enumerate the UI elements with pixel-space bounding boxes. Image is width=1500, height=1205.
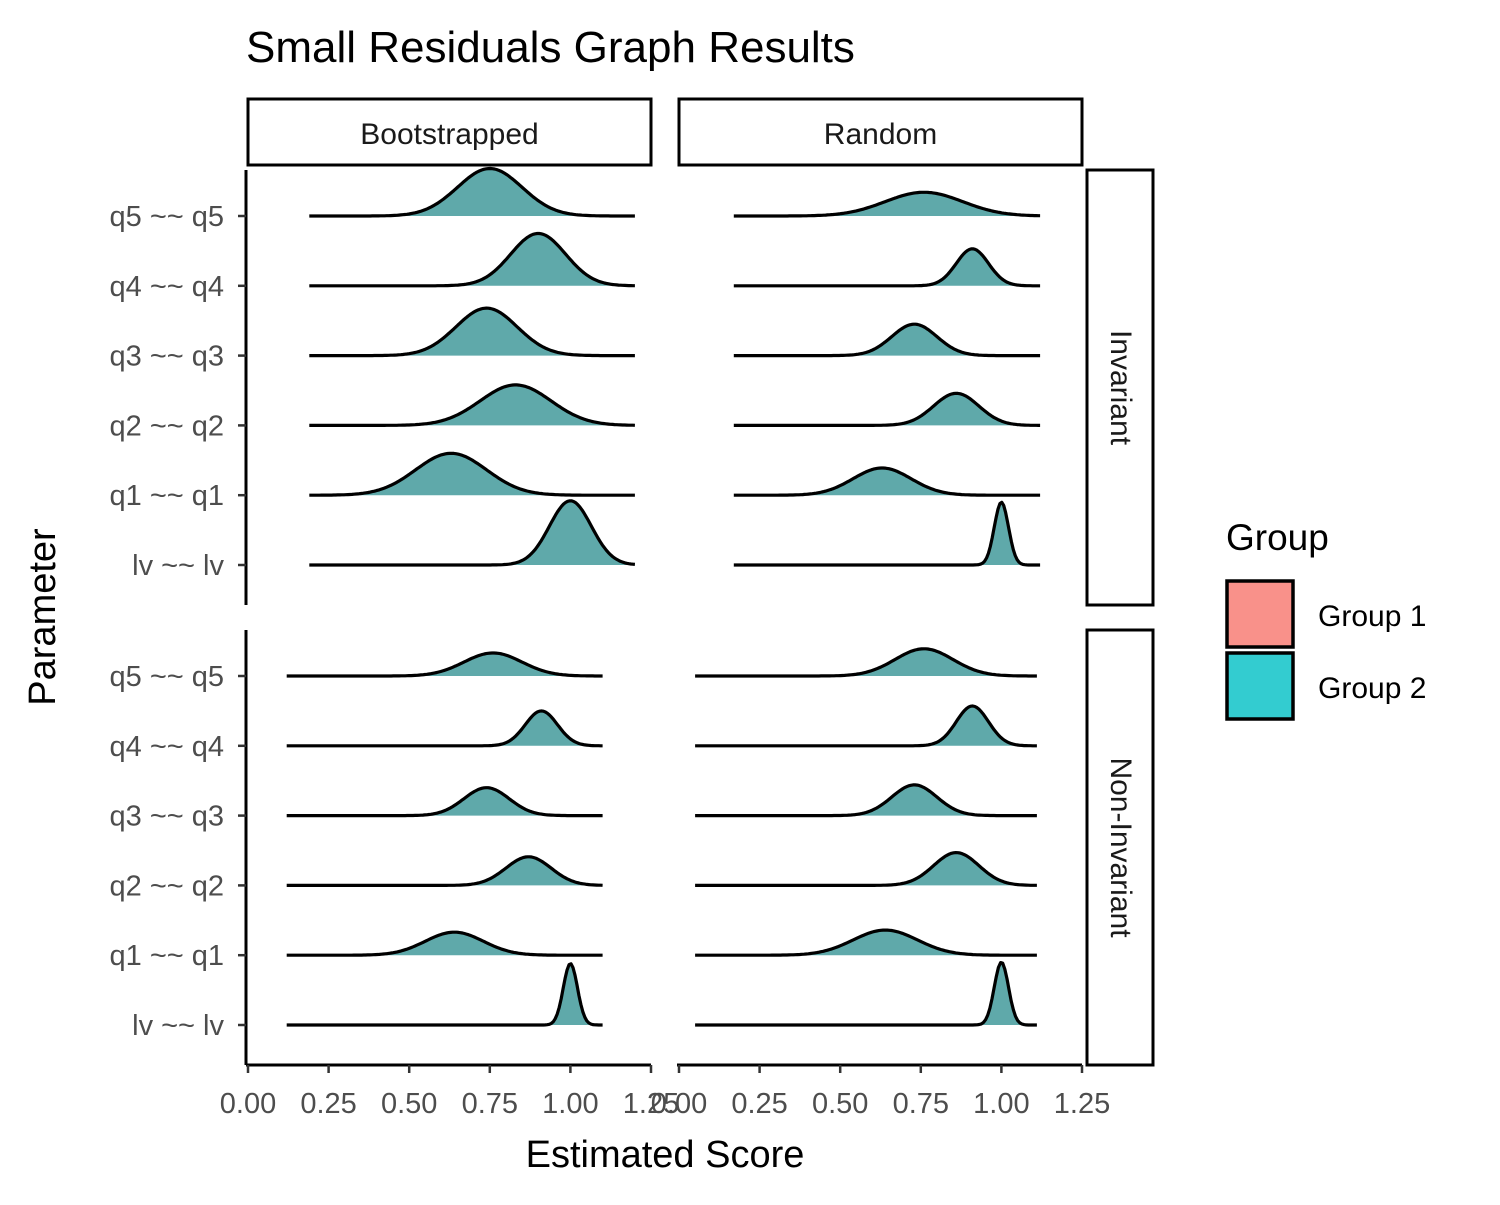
ridge-line-q2-q2 bbox=[286, 855, 603, 887]
panel-bootstrapped-invariant bbox=[309, 166, 636, 567]
ridge-fill-q1-q1 bbox=[733, 468, 1041, 496]
panel-random-invariant bbox=[733, 190, 1041, 567]
x-axis-title: Estimated Score bbox=[526, 1134, 805, 1176]
ridge-line-q1-q1 bbox=[695, 928, 1037, 957]
ridge-fill-q1-q1 bbox=[695, 930, 1037, 956]
ridge-fill-q5-q5 bbox=[733, 192, 1041, 216]
panel-random-non-invariant bbox=[695, 647, 1037, 1027]
ridge-fill-lv-lv bbox=[695, 962, 1037, 1025]
ridge-line-q4-q4 bbox=[309, 231, 635, 288]
ridge-line-q5-q5 bbox=[733, 190, 1041, 218]
strip-label-random: Random bbox=[824, 118, 937, 151]
y-tick-label: lv ~~ lv bbox=[132, 550, 224, 582]
y-tick-label: q4 ~~ q4 bbox=[110, 731, 225, 763]
ridge-line-q3-q3 bbox=[733, 322, 1041, 358]
ridge-fill-q4-q4 bbox=[309, 233, 635, 286]
strip-label-bootstrapped: Bootstrapped bbox=[360, 118, 538, 151]
x-tick-label: 0.50 bbox=[381, 1088, 437, 1120]
ridge-fill-q4-q4 bbox=[695, 706, 1037, 746]
ridge-line-lv-lv bbox=[286, 962, 603, 1027]
ridge-fill-q5-q5 bbox=[286, 653, 603, 676]
ridge-fill-q5-q5 bbox=[695, 648, 1037, 676]
ridge-fill-q2-q2 bbox=[733, 393, 1041, 426]
y-tick-label: q3 ~~ q3 bbox=[110, 801, 225, 833]
ridge-line-q1-q1 bbox=[286, 930, 603, 957]
ridge-line-q3-q3 bbox=[695, 783, 1037, 818]
ridge-fill-q2-q2 bbox=[695, 852, 1037, 886]
ridge-line-q5-q5 bbox=[286, 651, 603, 678]
ridge-line-lv-lv bbox=[695, 961, 1037, 1027]
x-tick-label: 1.25 bbox=[1054, 1088, 1110, 1120]
ridge-line-lv-lv bbox=[309, 499, 636, 567]
ridge-fill-q2-q2 bbox=[286, 856, 603, 886]
x-tick-label: 0.25 bbox=[300, 1088, 356, 1120]
ridge-fill-q5-q5 bbox=[309, 168, 635, 216]
x-tick-label: 0.00 bbox=[220, 1088, 276, 1120]
ridge-line-q5-q5 bbox=[695, 647, 1037, 678]
strip-invariant bbox=[1085, 168, 1155, 607]
x-tick-label: 1.25 bbox=[623, 1088, 679, 1120]
ridge-fill-q4-q4 bbox=[733, 248, 1041, 286]
y-tick-label: q1 ~~ q1 bbox=[110, 940, 225, 972]
y-tick-label: q2 ~~ q2 bbox=[110, 410, 225, 442]
ridge-line-lv-lv bbox=[733, 500, 1041, 567]
legend-key-group-2 bbox=[1225, 651, 1295, 721]
y-tick-label: lv ~~ lv bbox=[132, 1010, 224, 1042]
ridge-line-q3-q3 bbox=[309, 306, 635, 358]
legend: Group 1 Group 2 bbox=[1225, 579, 1426, 721]
strip-label-invariant: Invariant bbox=[1104, 330, 1137, 446]
chart-title: Small Residuals Graph Results bbox=[246, 23, 855, 72]
legend-label-group-2: Group 2 bbox=[1318, 672, 1426, 705]
panel-bootstrapped-non-invariant bbox=[286, 651, 603, 1027]
ridge-fill-q4-q4 bbox=[286, 710, 603, 746]
ridge-fill-q2-q2 bbox=[309, 384, 635, 426]
x-tick-label: 0.50 bbox=[812, 1088, 868, 1120]
ridge-fill-q1-q1 bbox=[286, 932, 603, 956]
y-tick-label: q5 ~~ q5 bbox=[110, 201, 225, 233]
x-tick-label: 0.25 bbox=[731, 1088, 787, 1120]
legend-key-group-1 bbox=[1225, 579, 1295, 649]
ridge-line-q1-q1 bbox=[309, 451, 635, 497]
ridge-fill-lv-lv bbox=[733, 502, 1041, 565]
ridge-line-q4-q4 bbox=[286, 709, 603, 748]
ridge-fill-q1-q1 bbox=[309, 453, 635, 496]
y-tick-label: q4 ~~ q4 bbox=[110, 271, 225, 303]
strip-non-invariant bbox=[1085, 628, 1155, 1067]
ridge-fill-lv-lv bbox=[309, 500, 635, 565]
ridge-line-q2-q2 bbox=[733, 391, 1041, 427]
x-tick-label: 0.75 bbox=[893, 1088, 949, 1120]
strip-random bbox=[677, 97, 1084, 167]
x-tick-label: 0.00 bbox=[651, 1088, 707, 1120]
ridge-fill-q3-q3 bbox=[309, 308, 635, 356]
ridge-line-q1-q1 bbox=[733, 466, 1041, 497]
ridge-line-q3-q3 bbox=[286, 786, 603, 818]
y-tick-label: q5 ~~ q5 bbox=[110, 661, 225, 693]
ridge-line-q4-q4 bbox=[733, 247, 1041, 288]
ridge-line-q5-q5 bbox=[309, 166, 635, 218]
y-tick-label: q1 ~~ q1 bbox=[110, 480, 225, 512]
ridge-line-q2-q2 bbox=[309, 383, 635, 427]
strip-label-non-invariant: Non-Invariant bbox=[1104, 757, 1137, 938]
ridge-fill-q3-q3 bbox=[733, 324, 1041, 356]
y-tick-label: q2 ~~ q2 bbox=[110, 870, 225, 902]
x-tick-label: 1.00 bbox=[542, 1088, 598, 1120]
x-tick-label: 1.00 bbox=[973, 1088, 1029, 1120]
strip-bootstrapped bbox=[246, 97, 653, 167]
y-axis-title: Parameter bbox=[22, 528, 64, 706]
ridge-fill-lv-lv bbox=[286, 963, 603, 1025]
legend-title: Group bbox=[1226, 517, 1329, 558]
y-tick-label: q3 ~~ q3 bbox=[110, 341, 225, 373]
ridge-line-q4-q4 bbox=[695, 704, 1037, 748]
legend-label-group-1: Group 1 bbox=[1318, 600, 1426, 633]
ridge-line-q2-q2 bbox=[695, 851, 1037, 887]
panels: Bootstrapped Random Invariant Non-Invariant… bbox=[110, 97, 1155, 1120]
x-tick-label: 0.75 bbox=[462, 1088, 518, 1120]
